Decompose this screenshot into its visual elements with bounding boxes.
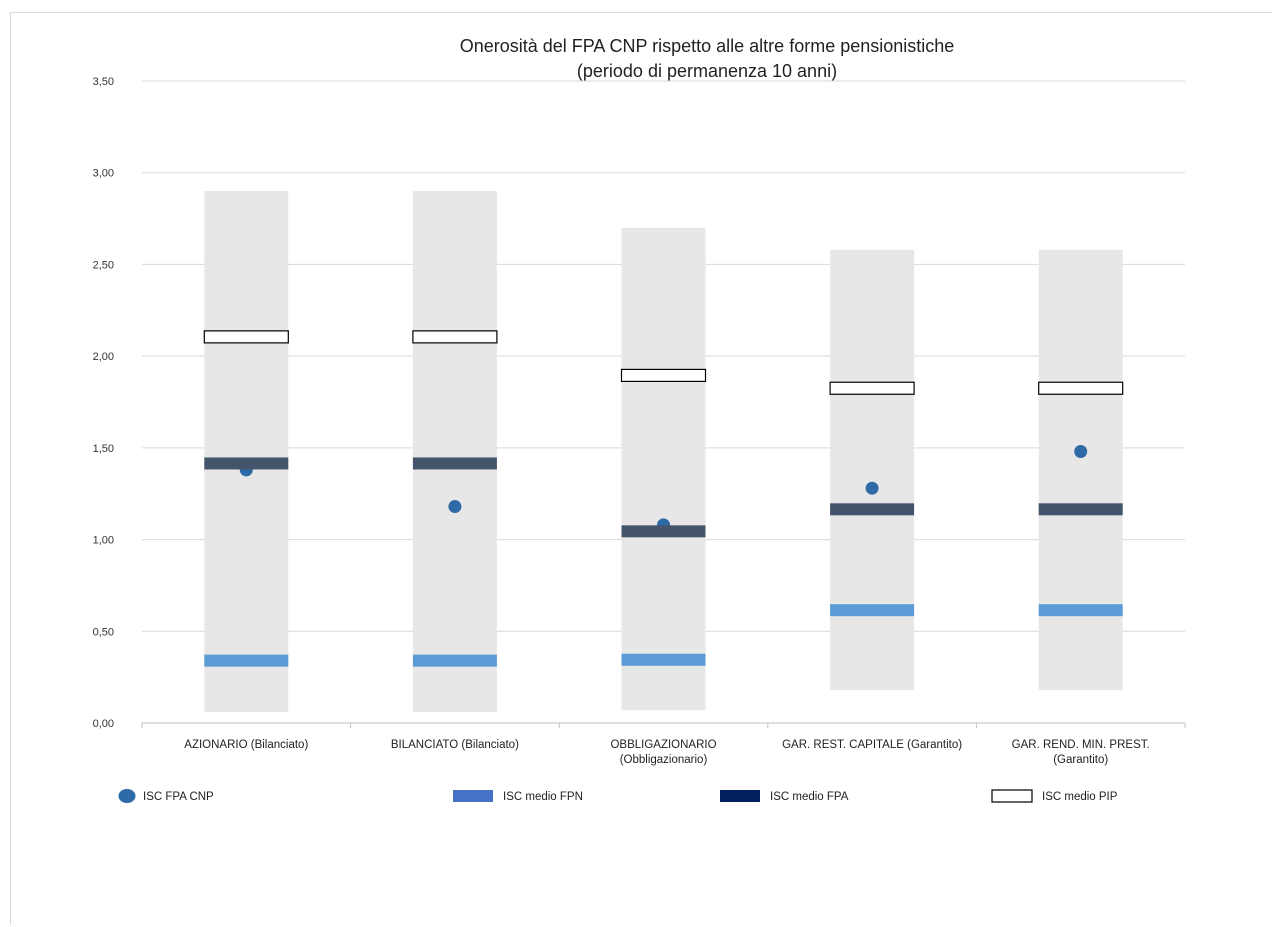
legend-hollow-swatch <box>991 789 1033 803</box>
legend: ISC FPA CNP ISC medio FPN ISC medio FPA ISC… <box>118 789 1118 803</box>
range-bar <box>1038 249 1123 690</box>
range-bar <box>412 191 497 712</box>
axes: 0,00 0,50 1,00 1,50 2,00 2,50 3,00 3,50 AZIONARI… <box>93 76 1186 766</box>
x-category-label: BILANCIATO (Bilanciato) <box>391 739 519 751</box>
y-tick-label: 3,00 <box>93 168 114 180</box>
x-category-label: (Obbligazionario) <box>620 754 708 766</box>
range-bar <box>204 191 289 712</box>
range-bar <box>621 227 706 711</box>
markers <box>203 330 1124 667</box>
isc-medio-pip-band <box>620 368 707 383</box>
isc-fpa-cnp-dot <box>1074 445 1088 459</box>
isc-medio-pip-band <box>412 330 498 344</box>
legend-band-swatch <box>720 790 760 802</box>
chart-title: Onerosità del FPA CNP rispetto alle altr… <box>460 36 955 56</box>
x-category-label: AZIONARIO (Bilanciato) <box>184 739 308 751</box>
legend-label: ISC medio FPA <box>770 791 849 803</box>
legend-label: ISC medio PIP <box>1042 791 1118 803</box>
isc-medio-fpa-band <box>1038 503 1123 516</box>
y-tick-label: 2,00 <box>93 351 114 363</box>
y-tick-label: 0,00 <box>93 718 114 730</box>
y-tick-label: 2,50 <box>93 259 114 271</box>
x-category-label: (Garantito) <box>1053 754 1108 766</box>
legend-label: ISC FPA CNP <box>143 791 214 803</box>
chart-frame <box>10 12 1272 925</box>
range-bars <box>204 191 1123 712</box>
isc-medio-pip-band <box>1038 381 1124 395</box>
isc-medio-pip-band <box>829 381 915 395</box>
isc-medio-pip-band <box>203 330 289 344</box>
x-category-label: GAR. REST. CAPITALE (Garantito) <box>782 739 962 751</box>
y-tick-label: 0,50 <box>93 626 114 638</box>
isc-medio-fpa-band <box>204 457 289 470</box>
x-category-label: OBBLIGAZIONARIO <box>610 739 716 751</box>
legend-dot-swatch <box>118 789 136 803</box>
y-tick-label: 3,50 <box>93 76 114 88</box>
isc-medio-fpa-band <box>412 457 497 470</box>
isc-medio-fpn-band <box>621 653 706 666</box>
isc-medio-fpn-band <box>830 604 915 617</box>
y-tick-label: 1,50 <box>93 443 114 455</box>
isc-medio-fpn-band <box>412 654 497 667</box>
isc-fpa-cnp-dot <box>448 500 462 514</box>
isc-fpa-cnp-dot <box>865 481 879 495</box>
y-tick-label: 1,00 <box>93 535 114 547</box>
isc-medio-fpa-band <box>830 503 915 516</box>
isc-medio-fpn-band <box>1038 604 1123 617</box>
isc-medio-fpn-band <box>204 654 289 667</box>
range-bar <box>830 249 915 690</box>
legend-band-swatch <box>453 790 493 802</box>
isc-medio-fpa-band <box>621 525 706 538</box>
x-category-label: GAR. REND. MIN. PREST. <box>1012 739 1150 751</box>
legend-label: ISC medio FPN <box>503 791 583 803</box>
chart-subtitle: (periodo di permanenza 10 anni) <box>577 61 837 81</box>
